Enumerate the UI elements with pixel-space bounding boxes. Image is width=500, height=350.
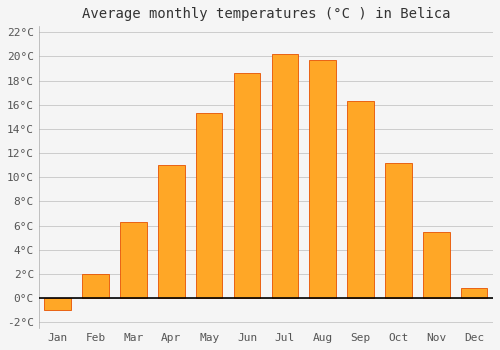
Bar (234, 74, 260, 298)
Bar (310, 60, 336, 298)
Bar (120, 222, 146, 298)
Bar (385, 163, 411, 298)
Bar (348, 101, 374, 298)
Bar (423, 232, 450, 298)
Bar (158, 165, 184, 298)
Bar (196, 113, 222, 298)
Bar (461, 288, 487, 298)
Title: Average monthly temperatures (°C ) in Belica: Average monthly temperatures (°C ) in Be… (82, 7, 450, 21)
Bar (82, 274, 109, 298)
Bar (272, 54, 298, 298)
Bar (44, 298, 71, 310)
